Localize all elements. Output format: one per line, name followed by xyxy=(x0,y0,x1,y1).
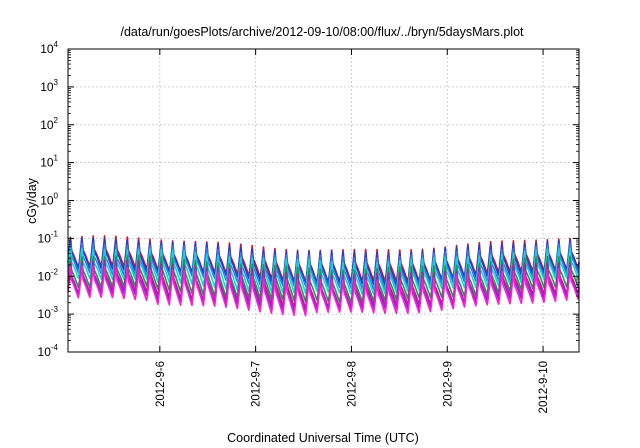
y-tick-label: 101 xyxy=(40,154,58,170)
series-line-3 xyxy=(67,247,580,295)
series-line-4 xyxy=(67,254,580,303)
series-layer xyxy=(67,235,580,317)
y-tick-labels: 10-4 10-3 10-2 10-1 100 101 102 103 104 xyxy=(38,40,59,359)
y-axis-label: cGy/day xyxy=(25,177,39,224)
y-tick-label: 104 xyxy=(40,40,58,56)
y-tick-label: 103 xyxy=(40,78,58,94)
x-tick-label: 2012-9-6 xyxy=(155,361,167,407)
y-tick-label: 100 xyxy=(40,192,58,208)
x-tick-label: 2012-9-8 xyxy=(346,361,358,407)
x-tick-label: 2012-9-7 xyxy=(251,361,263,407)
x-tick-labels: 2012-9-6 2012-9-7 2012-9-8 2012-9-9 2012-9-1… xyxy=(155,361,550,413)
grid-lines xyxy=(68,49,579,352)
y-tick-label: 102 xyxy=(40,116,58,132)
y-tick-label: 10-1 xyxy=(38,229,59,245)
y-tick-label: 10-2 xyxy=(38,267,59,283)
x-tick-label: 2012-9-9 xyxy=(442,361,454,407)
series-line-5 xyxy=(67,259,580,310)
y-tick-label: 10-4 xyxy=(38,343,59,359)
x-tick-label: 2012-9-10 xyxy=(538,361,550,413)
chart-title: /data/run/goesPlots/archive/2012-09-10/0… xyxy=(120,25,524,39)
tick-marks xyxy=(68,48,579,353)
series-line-2 xyxy=(67,242,580,291)
series-line-7 xyxy=(67,265,580,317)
series-line-1 xyxy=(67,237,580,286)
x-axis-label: Coordinated Universal Time (UTC) xyxy=(227,431,419,445)
y-tick-label: 10-3 xyxy=(38,305,59,321)
